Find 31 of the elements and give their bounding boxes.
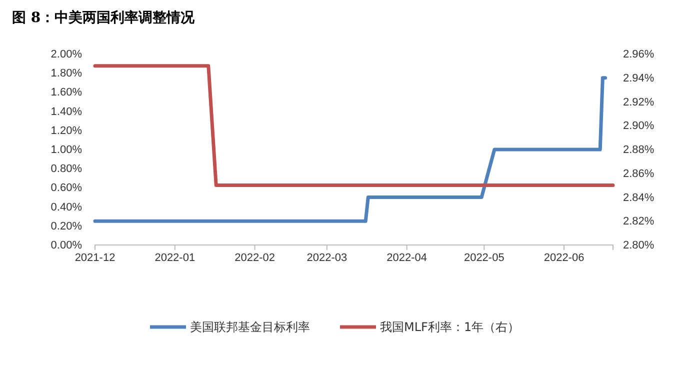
y2-tick-label: 2.88% bbox=[623, 144, 654, 156]
y-tick-label: 1.20% bbox=[50, 124, 82, 137]
x-tick-label: 2022-02 bbox=[234, 252, 275, 264]
legend-label: 美国联邦基金目标利率 bbox=[190, 320, 310, 334]
y-tick-label: 0.80% bbox=[50, 163, 82, 176]
x-tick-label: 2022-05 bbox=[464, 252, 504, 264]
y2-tick-label: 2.84% bbox=[623, 192, 654, 204]
x-tick-label: 2022-06 bbox=[544, 252, 584, 264]
y-tick-label: 0.00% bbox=[50, 240, 82, 252]
y2-tick-label: 2.94% bbox=[623, 72, 654, 84]
y2-tick-label: 2.90% bbox=[623, 120, 654, 132]
y2-tick-label: 2.80% bbox=[623, 240, 654, 252]
y-tick-label: 0.40% bbox=[50, 201, 82, 214]
y2-tick-label: 2.92% bbox=[623, 96, 654, 108]
line-series bbox=[93, 76, 608, 223]
x-tick-label: 2022-03 bbox=[306, 252, 348, 264]
y2-tick-label: 2.86% bbox=[623, 168, 654, 180]
chart-title: 图 8：中美两国利率调整情况 bbox=[12, 9, 196, 26]
y-tick-label: 1.40% bbox=[50, 106, 82, 118]
y-tick-label: 1.60% bbox=[50, 86, 82, 99]
y-tick-label: 1.80% bbox=[50, 68, 82, 80]
x-tick-label: 2021-12 bbox=[74, 252, 116, 264]
y-tick-label: 0.20% bbox=[50, 220, 82, 232]
legend-label: 我国MLF利率：1年（右） bbox=[380, 320, 520, 334]
x-tick-label: 2022-01 bbox=[154, 252, 196, 264]
y-tick-label: 1.00% bbox=[50, 144, 82, 156]
y-tick-label: 0.60% bbox=[50, 182, 82, 194]
y2-tick-label: 2.82% bbox=[623, 216, 654, 228]
y-tick-label: 2.00% bbox=[50, 48, 82, 61]
y2-tick-label: 2.96% bbox=[623, 48, 654, 61]
x-tick-label: 2022-04 bbox=[386, 252, 428, 264]
